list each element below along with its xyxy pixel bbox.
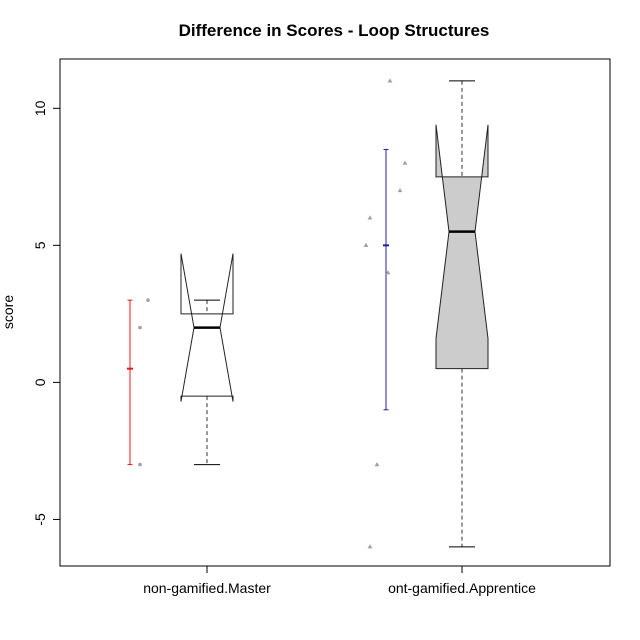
data-point: [138, 462, 142, 467]
y-axis-label: score: [0, 295, 16, 329]
x-axis: non-gamified.Master ont-gamified.Apprenti…: [143, 566, 536, 596]
y-axis: -5 0 5 10: [32, 100, 61, 526]
data-point: [367, 215, 373, 220]
chart-title: Difference in Scores - Loop Structures: [179, 21, 490, 40]
data-point: [387, 78, 393, 83]
y-tick-label: 0: [32, 378, 48, 386]
y-tick-label: -5: [32, 513, 48, 526]
plot-marks: [127, 78, 489, 549]
plot-frame: [59, 58, 611, 567]
data-point: [367, 544, 373, 549]
data-point: [385, 270, 391, 275]
data-point: [374, 462, 380, 467]
data-point: [146, 298, 150, 302]
data-point: [138, 325, 142, 330]
box-group-1: [363, 78, 489, 549]
box-group-0: [127, 253, 234, 467]
x-tick-label: non-gamified.Master: [143, 580, 271, 596]
data-point: [402, 160, 408, 165]
notched-box: [435, 124, 489, 370]
y-tick-label: 10: [32, 100, 48, 116]
x-tick-label: ont-gamified.Apprentice: [388, 580, 536, 596]
data-point: [363, 242, 369, 247]
y-tick-label: 5: [32, 241, 48, 249]
data-point: [397, 187, 403, 193]
